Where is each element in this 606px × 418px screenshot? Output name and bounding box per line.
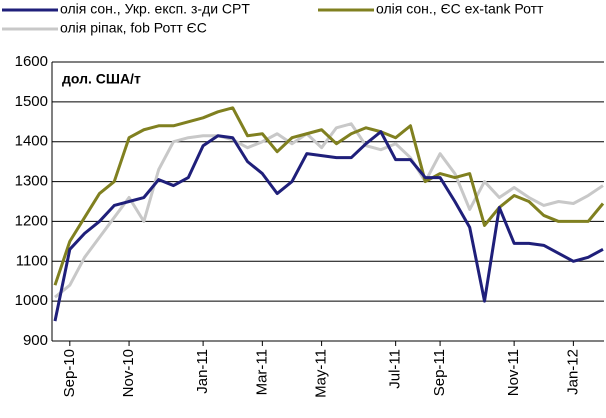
y-tick-label: 1100 bbox=[16, 252, 48, 269]
x-tick-label: Jul-11 bbox=[387, 349, 404, 389]
x-tick-label: May-11 bbox=[313, 349, 330, 398]
x-tick-label: Nov-11 bbox=[505, 349, 522, 396]
y-axis-label: дол. США/т bbox=[62, 71, 141, 87]
y-tick-label: 1400 bbox=[15, 133, 48, 150]
y-tick-label: 1000 bbox=[15, 292, 48, 309]
legend-label: олія сон., ЄС ex-tank Ротт bbox=[376, 1, 544, 17]
x-tick-label: Mar-11 bbox=[253, 349, 270, 395]
series-line bbox=[53, 130, 604, 322]
x-tick-label: Nov-10 bbox=[120, 349, 137, 397]
x-tick-label: Jan-11 bbox=[194, 349, 211, 394]
legend-label: олія ріпак, fob Ротт ЄС bbox=[60, 20, 207, 36]
x-tick-label: Sep-10 bbox=[61, 349, 78, 397]
y-tick-label: 900 bbox=[23, 332, 48, 349]
series-line bbox=[54, 122, 604, 299]
y-tick-label: 1200 bbox=[15, 212, 48, 229]
series-line bbox=[53, 106, 605, 286]
y-tick-label: 1300 bbox=[15, 173, 48, 190]
x-tick-label: Jan-12 bbox=[564, 349, 581, 395]
legend-label: олія сон., Укр. експ. з-ди CPT bbox=[60, 1, 250, 17]
y-tick-label: 1500 bbox=[15, 93, 48, 110]
y-tick-label: 1600 bbox=[15, 53, 48, 70]
x-tick-label: Sep-11 bbox=[431, 349, 448, 396]
